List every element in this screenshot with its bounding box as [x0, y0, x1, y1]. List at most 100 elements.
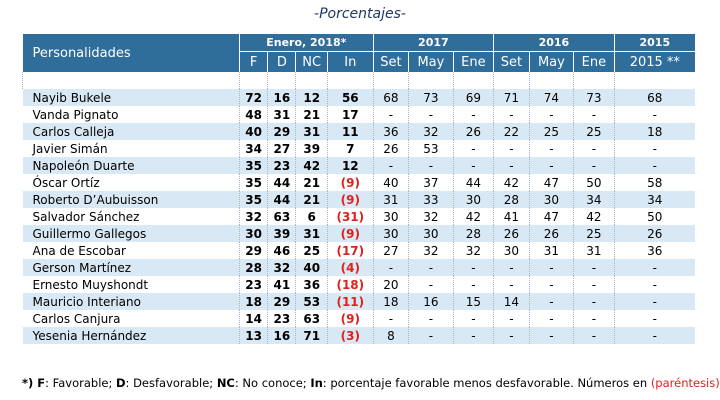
value-cell: 36	[613, 242, 695, 259]
value-cell: -	[372, 310, 409, 327]
group-header: 2016	[493, 34, 615, 52]
value-cell: 29	[239, 242, 268, 259]
value-cell: 32	[452, 242, 494, 259]
value-cell: 26	[613, 225, 695, 242]
value-cell: 18	[613, 123, 695, 140]
name-cell: Yesenia Hernández	[22, 327, 240, 344]
name-cell: Ernesto Muyshondt	[32, 277, 149, 292]
data-row: Nayib Bukele 72 16 12 56 68 73 69 71 74 73 68	[22, 89, 695, 106]
column-header: In	[326, 51, 374, 72]
name-cell: Napoleón Duarte	[22, 157, 240, 174]
value-cell: -	[613, 106, 695, 123]
name-cell: Guillermo Gallegos	[22, 225, 240, 242]
value-cell: 17	[326, 106, 374, 123]
value-cell: 73	[408, 89, 454, 106]
spacer-cell	[452, 72, 494, 89]
value-cell: 23	[239, 276, 268, 293]
table: Personalidades Enero, 2018* 2017 2016 2015 F D…	[21, 34, 695, 344]
data-row: Óscar Ortíz 35 44 21 (9) 40 37 44 42 47 50 58	[23, 174, 695, 191]
value-cell: -	[573, 310, 615, 327]
value-cell: (17)	[326, 242, 374, 259]
value-cell: 47	[528, 174, 574, 191]
value-cell: -	[452, 157, 494, 174]
value-cell: -	[408, 276, 454, 293]
value-cell: -	[408, 106, 454, 123]
value-cell: -	[613, 259, 695, 276]
value-cell: -	[528, 140, 574, 157]
value-cell: 30	[239, 225, 268, 242]
footnote: *) F: Favorable; D: Desfavorable; NC: No…	[22, 376, 720, 390]
value-cell: 30	[493, 242, 530, 259]
value-cell: 12	[326, 157, 374, 174]
footnote-part: : Favorable;	[45, 376, 116, 390]
value-cell: 35	[239, 191, 268, 208]
value-cell: 6	[295, 208, 328, 225]
value-cell: 40	[372, 174, 409, 191]
value-cell: (9)	[326, 174, 374, 191]
data-row: Carlos Calleja 40 29 31 11 36 32 26 22 25 25 18	[22, 123, 695, 140]
value-cell: -	[493, 259, 530, 276]
value-cell: 26	[493, 225, 530, 242]
data-row: Napoleón Duarte 35 23 42 12- - - - - - -	[22, 157, 695, 174]
value-cell: 32	[408, 242, 454, 259]
value-cell: 58	[613, 174, 695, 191]
value-cell: (9)	[326, 191, 374, 208]
value-cell: 68	[613, 89, 695, 106]
value-cell: 48	[239, 106, 268, 123]
data-row: Guillermo Gallegos 30 39 31 (9) 30 30 28 26 26 25 2…	[22, 225, 695, 242]
group-header: 2017	[372, 34, 494, 52]
value-cell: -	[452, 276, 494, 293]
value-cell: 69	[452, 89, 494, 106]
value-cell: 40	[239, 123, 268, 140]
header-row: Personalidades Enero, 2018* 2017 2016 2015	[22, 34, 695, 72]
value-cell: -	[528, 310, 574, 327]
name-cell: Salvador Sánchez	[32, 209, 140, 224]
value-cell: 26	[528, 225, 574, 242]
value-cell: 30	[452, 191, 494, 208]
data-row: Vanda Pignato 48 31 21 17- - - - - - -	[23, 106, 695, 123]
subtitle: -Porcentajes-	[314, 6, 406, 22]
column-header: Set	[493, 51, 530, 72]
value-cell: 72	[239, 89, 268, 106]
value-cell: -	[493, 140, 530, 157]
value-cell: 56	[326, 89, 374, 106]
value-cell: -	[452, 140, 494, 157]
value-cell: 28	[493, 191, 530, 208]
value-cell: 11	[326, 123, 374, 140]
spacer-cell	[408, 72, 454, 89]
name-header: Personalidades	[22, 34, 240, 72]
value-cell: -	[372, 157, 409, 174]
column-header: Set	[372, 51, 409, 72]
value-cell: (18)	[326, 276, 374, 293]
value-cell: 73	[573, 89, 615, 106]
value-cell: 53	[295, 293, 328, 310]
value-cell: -	[493, 310, 530, 327]
spacer-cell	[21, 72, 240, 89]
data-row: Yesenia Hernández 13 16 71 (3) 8- - - - - -	[22, 327, 695, 344]
value-cell: -	[613, 327, 695, 344]
value-cell: 25	[295, 242, 328, 259]
value-cell: 30	[408, 225, 454, 242]
name-cell: Ana de Escobar	[32, 243, 126, 258]
value-cell: -	[573, 140, 615, 157]
value-cell: 31	[573, 242, 615, 259]
value-cell: 34	[239, 140, 268, 157]
value-cell: -	[452, 106, 494, 123]
value-cell: 63	[295, 310, 328, 327]
value-cell: 32	[267, 259, 296, 276]
value-cell: -	[452, 259, 494, 276]
footnote-part: : No conoce;	[234, 376, 311, 390]
spacer-cell	[573, 72, 615, 89]
value-cell: 16	[408, 293, 454, 310]
header-row: F D NC In Set May Ene Set May Ene 2015 **	[23, 51, 695, 72]
value-cell: 74	[528, 89, 574, 106]
value-cell: 21	[295, 174, 328, 191]
value-cell: 30	[372, 208, 409, 225]
value-cell: 14	[493, 293, 530, 310]
spacer-cell	[613, 72, 695, 89]
value-cell: 36	[372, 123, 409, 140]
spacer-cell	[528, 72, 574, 89]
footnote-part: : porcentaje favorable menos desfavorabl…	[322, 376, 651, 390]
spacer-cell	[326, 72, 374, 89]
